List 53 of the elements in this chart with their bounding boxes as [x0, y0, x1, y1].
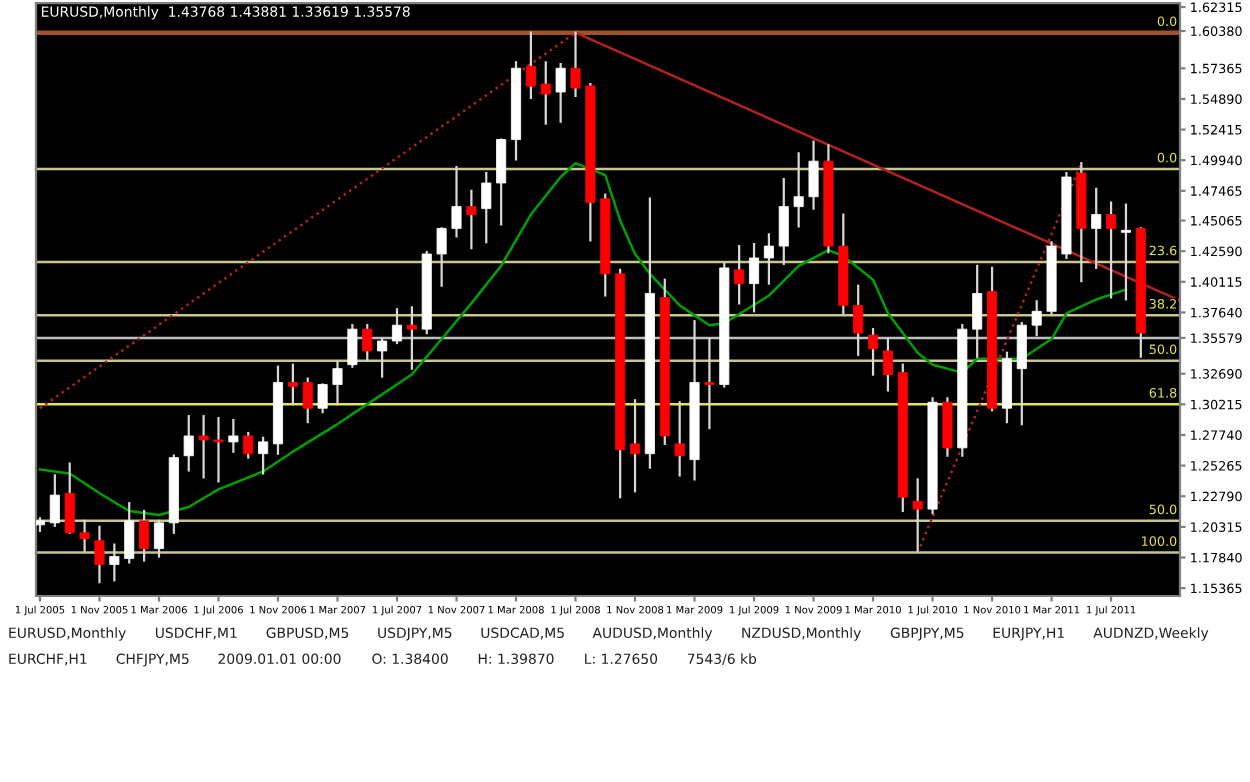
candlestick	[882, 337, 893, 392]
candlestick	[406, 306, 417, 370]
candlestick	[109, 543, 120, 582]
candlestick	[734, 244, 745, 305]
candlestick	[674, 401, 685, 477]
candlestick	[496, 138, 507, 226]
candlestick	[198, 415, 209, 479]
candlestick	[540, 61, 551, 125]
candlestick	[124, 502, 135, 564]
candlestick	[793, 152, 804, 228]
candlestick	[525, 31, 536, 100]
candlestick	[228, 419, 239, 453]
candlestick	[79, 519, 90, 552]
candlestick	[1031, 300, 1042, 337]
candlestick	[302, 377, 313, 424]
candlestick	[139, 509, 150, 562]
candlestick	[451, 166, 462, 238]
candlestick	[1091, 187, 1102, 269]
candlestick	[481, 171, 492, 244]
candlestick	[347, 324, 358, 368]
candlestick	[749, 243, 760, 313]
candlestick	[49, 474, 60, 527]
candlestick	[391, 308, 403, 345]
candlestick	[808, 140, 819, 210]
candlestick	[1016, 322, 1027, 426]
candlestick	[778, 177, 789, 266]
candlestick	[570, 31, 581, 98]
candlestick	[629, 399, 641, 493]
candlestick	[332, 361, 343, 406]
candlestick	[243, 431, 254, 459]
candlestick	[555, 63, 566, 123]
candlestick	[763, 233, 774, 285]
candlestick	[466, 189, 477, 250]
candlestick	[1120, 203, 1131, 301]
candlestick	[704, 337, 715, 430]
candlestick	[258, 436, 269, 475]
candlestick	[853, 284, 864, 356]
candlestick	[912, 478, 923, 553]
candlestick	[287, 363, 298, 406]
candlestick	[213, 417, 224, 483]
candlestick	[183, 415, 194, 472]
candlestick	[436, 227, 447, 287]
candlestick	[153, 519, 165, 558]
candlestick	[377, 337, 388, 378]
candlestick	[972, 264, 983, 358]
line-series	[38, 161, 1128, 517]
candlestick	[362, 324, 373, 362]
candlestick	[64, 462, 75, 534]
candlestick	[317, 383, 328, 414]
candlestick	[868, 328, 879, 376]
candlestick	[1106, 201, 1117, 299]
candlestick	[94, 525, 105, 584]
candlestick	[942, 397, 953, 457]
